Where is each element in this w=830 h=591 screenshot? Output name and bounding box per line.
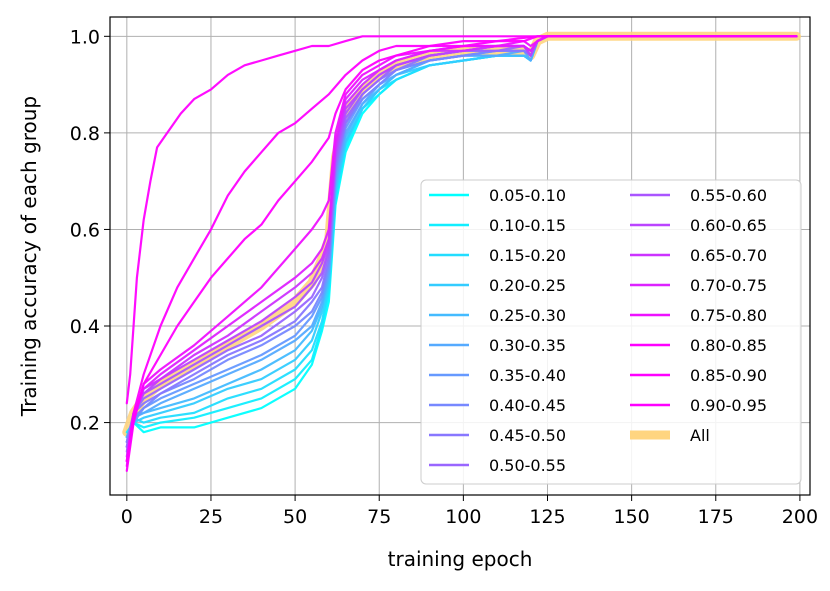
x-axis-label: training epoch (388, 547, 533, 571)
x-tick-label: 75 (367, 506, 391, 528)
series-line-090-095 (125, 35, 798, 405)
x-tick-label: 25 (199, 506, 223, 528)
x-tick-label: 100 (445, 506, 481, 528)
legend-label: 0.55-0.60 (690, 186, 767, 205)
legend-label: 0.45-0.50 (489, 426, 566, 445)
y-tick-label: 0.4 (70, 316, 100, 338)
legend-label: 0.50-0.55 (489, 456, 566, 475)
legend-label: 0.10-0.15 (489, 216, 566, 235)
series-layer (122, 31, 801, 472)
y-tick-label: 0.2 (70, 413, 100, 435)
legend-label: 0.60-0.65 (690, 216, 767, 235)
x-axis: 0 25 50 75 100 125 150 175 200 (121, 495, 818, 528)
legend-label: 0.25-0.30 (489, 306, 566, 325)
series-line-085-090 (125, 35, 798, 463)
series-line-075-080 (125, 35, 798, 468)
y-tick-label: 0.6 (70, 219, 100, 241)
legend-label: 0.30-0.35 (489, 336, 566, 355)
legend-label: 0.90-0.95 (690, 396, 767, 415)
series-line-070-075 (125, 35, 798, 463)
plot-frame (109, 16, 811, 496)
legend-label: 0.65-0.70 (690, 246, 767, 265)
x-tick-label: 50 (283, 506, 307, 528)
legend-label: 0.35-0.40 (489, 366, 566, 385)
legend-label: 0.85-0.90 (690, 366, 767, 385)
legend-label: 0.70-0.75 (690, 276, 767, 295)
x-tick-label: 0 (121, 506, 133, 528)
x-tick-label: 125 (529, 506, 565, 528)
legend-box (420, 179, 802, 485)
y-tick-label: 0.8 (70, 123, 100, 145)
legend-label: 0.15-0.20 (489, 246, 566, 265)
legend-label: 0.75-0.80 (690, 306, 767, 325)
legend-label: All (690, 426, 710, 445)
y-axis-label: Training accuracy of each group (17, 96, 41, 417)
y-axis: 0.2 0.4 0.6 0.8 1.0 (70, 26, 110, 435)
legend-label: 0.40-0.45 (489, 396, 566, 415)
legend: 0.05-0.10 0.10-0.15 0.15-0.20 0.20-0.25 0.25… (420, 179, 802, 485)
x-tick-label: 175 (698, 506, 734, 528)
legend-label: 0.05-0.10 (489, 186, 566, 205)
legend-label: 0.80-0.85 (690, 336, 767, 355)
x-tick-label: 150 (614, 506, 650, 528)
y-tick-label: 1.0 (70, 26, 100, 48)
legend-label: 0.20-0.25 (489, 276, 566, 295)
x-tick-label: 200 (782, 506, 818, 528)
series-line-080-085 (125, 35, 798, 472)
